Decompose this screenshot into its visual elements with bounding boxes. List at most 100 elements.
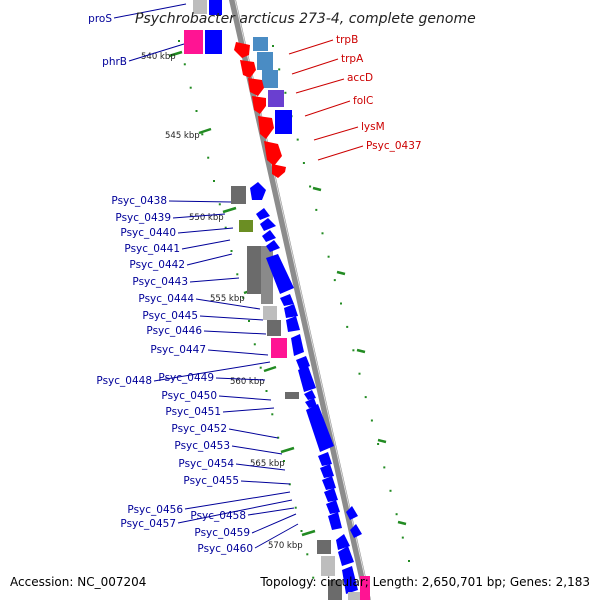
gene-label-left[interactable]: Psyc_0442 [129, 259, 185, 271]
gene-feature[interactable] [264, 141, 282, 166]
gene-label-left[interactable]: Psyc_0454 [178, 458, 234, 470]
gene-feature[interactable] [296, 356, 310, 370]
gene-feature[interactable] [350, 524, 362, 538]
gene-feature[interactable] [268, 90, 284, 107]
gene-label-left[interactable]: phrB [102, 56, 127, 68]
gene-label-left[interactable]: Psyc_0456 [127, 504, 183, 516]
gene-feature[interactable] [318, 452, 332, 466]
gene-label-left[interactable]: proS [88, 13, 112, 25]
gene-label-right[interactable]: trpA [341, 53, 364, 65]
gene-label-left[interactable]: Psyc_0459 [194, 527, 250, 539]
gene-label-left[interactable]: Psyc_0440 [120, 227, 176, 239]
gene-feature[interactable] [257, 52, 273, 70]
gene-feature[interactable] [260, 218, 276, 231]
gene-feature[interactable] [266, 254, 294, 294]
tick-mark [263, 365, 277, 373]
gene-feature[interactable] [322, 476, 336, 490]
gene-feature[interactable] [234, 42, 250, 58]
leader-line [247, 507, 295, 516]
gene-feature[interactable] [275, 110, 292, 134]
leader-line [251, 513, 297, 534]
gene-feature[interactable] [306, 404, 334, 452]
gene-label-left[interactable]: Psyc_0438 [111, 195, 167, 207]
gene-feature[interactable] [342, 566, 358, 594]
gene-feature[interactable] [272, 164, 286, 178]
gene-label-right[interactable]: trpB [336, 34, 358, 46]
gene-feature[interactable] [271, 338, 287, 358]
gene-label-left[interactable]: Psyc_0445 [142, 310, 198, 322]
gene-feature[interactable] [338, 546, 354, 566]
gene-feature[interactable] [248, 78, 264, 96]
tick-mark [356, 348, 366, 354]
gene-feature[interactable] [247, 246, 261, 294]
gene-label-left[interactable]: Psyc_0458 [190, 510, 246, 522]
gene-feature[interactable] [336, 534, 350, 550]
gene-feature[interactable] [285, 392, 299, 399]
leader-line [228, 428, 279, 439]
leader-line [317, 145, 364, 161]
gene-feature[interactable] [284, 304, 298, 318]
gene-label-left[interactable]: Psyc_0455 [183, 475, 239, 487]
gene-label-right[interactable]: lysM [361, 121, 385, 133]
gene-feature[interactable] [321, 556, 335, 576]
gene-feature[interactable] [184, 30, 204, 54]
gene-label-left[interactable]: Psyc_0446 [146, 325, 202, 337]
gene-feature[interactable] [250, 182, 266, 200]
gene-feature[interactable] [291, 334, 304, 356]
gene-feature[interactable] [320, 464, 334, 478]
track-dot [306, 553, 309, 556]
gene-label-left[interactable]: Psyc_0453 [174, 440, 230, 452]
gene-feature[interactable] [261, 246, 273, 304]
tick-mark [312, 186, 322, 192]
gene-feature[interactable] [317, 540, 331, 554]
gene-feature[interactable] [263, 306, 277, 320]
gene-label-left[interactable]: Psyc_0443 [132, 276, 188, 288]
gene-label-left[interactable]: Psyc_0441 [124, 243, 180, 255]
gene-label-right[interactable]: Psyc_0437 [366, 140, 422, 152]
gene-feature[interactable] [239, 220, 253, 232]
gene-label-left[interactable]: Psyc_0447 [150, 344, 206, 356]
gene-feature[interactable] [253, 37, 268, 51]
gene-feature[interactable] [256, 208, 270, 220]
gene-label-left[interactable]: Psyc_0444 [138, 293, 194, 305]
gene-feature[interactable] [280, 294, 294, 306]
gene-label-left[interactable]: Psyc_0450 [161, 390, 217, 402]
gene-label-right[interactable]: accD [347, 72, 373, 84]
track-dot [278, 68, 281, 71]
gene-feature[interactable] [209, 0, 222, 15]
leader-line [177, 499, 293, 524]
gene-label-left[interactable]: Psyc_0449 [158, 372, 214, 384]
gene-label-left[interactable]: Psyc_0457 [120, 518, 176, 530]
tick-mark [222, 206, 237, 214]
gene-feature[interactable] [304, 390, 316, 400]
gene-feature[interactable] [231, 186, 246, 204]
gene-feature[interactable] [326, 500, 340, 514]
gene-feature[interactable] [262, 230, 276, 242]
leader-line [203, 330, 267, 335]
gene-feature[interactable] [258, 116, 274, 139]
gene-feature[interactable] [348, 592, 360, 600]
track-dot [302, 162, 305, 164]
gene-feature[interactable] [252, 96, 266, 114]
gene-feature[interactable] [360, 576, 370, 600]
gene-feature[interactable] [346, 506, 358, 520]
gene-feature[interactable] [298, 366, 316, 392]
gene-feature[interactable] [305, 398, 317, 408]
gene-label-left[interactable]: Psyc_0448 [96, 375, 152, 387]
gene-label-left[interactable]: Psyc_0451 [165, 406, 221, 418]
gene-feature[interactable] [328, 512, 342, 530]
gene-label-right[interactable]: folC [353, 95, 373, 107]
gene-feature[interactable] [328, 580, 342, 600]
gene-feature[interactable] [286, 316, 300, 332]
gene-feature[interactable] [205, 30, 222, 54]
leader-line [168, 200, 232, 203]
gene-feature[interactable] [193, 0, 207, 14]
gene-label-left[interactable]: Psyc_0439 [115, 212, 171, 224]
gene-feature[interactable] [266, 240, 280, 252]
gene-feature[interactable] [240, 60, 256, 78]
gene-feature[interactable] [267, 320, 281, 336]
gene-label-left[interactable]: Psyc_0452 [171, 423, 227, 435]
gene-feature[interactable] [324, 488, 338, 502]
gene-label-left[interactable]: Psyc_0460 [197, 543, 253, 555]
gene-feature[interactable] [262, 70, 278, 88]
